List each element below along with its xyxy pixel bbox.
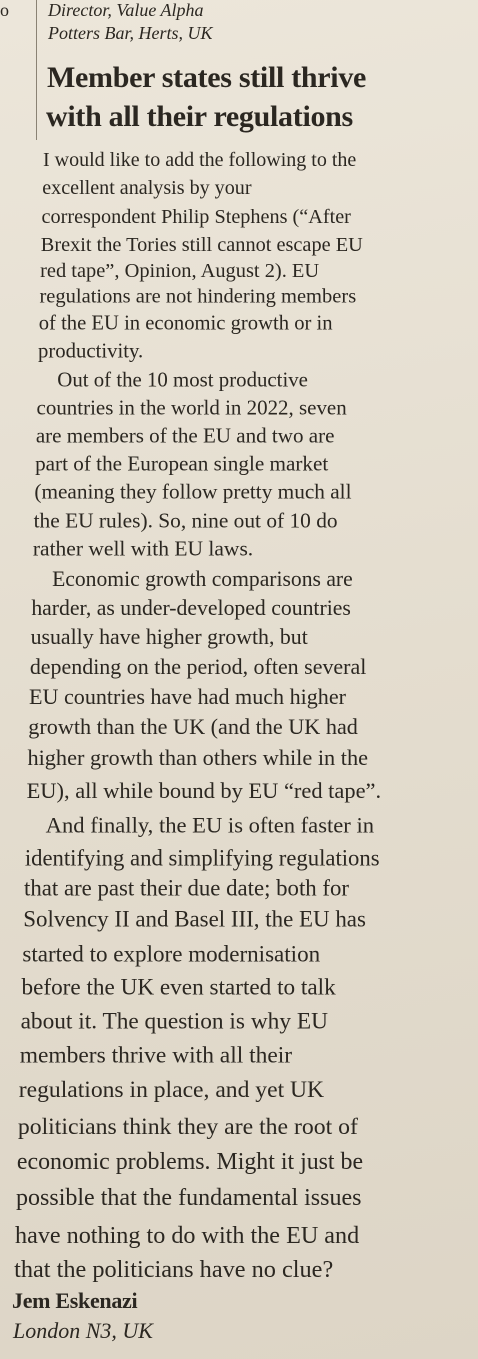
body-line: economic problems. Might it just be bbox=[16, 1149, 364, 1176]
body-line: of the EU in economic growth or in bbox=[38, 312, 333, 335]
body-line: regulations in place, and yet UK bbox=[18, 1077, 325, 1104]
body-line: productivity. bbox=[38, 340, 144, 363]
body-line: usually have higher growth, but bbox=[30, 625, 308, 650]
body-line: members thrive with all their bbox=[19, 1042, 293, 1069]
body-line: harder, as under-developed countries bbox=[31, 596, 351, 621]
body-line: rather well with EU laws. bbox=[32, 536, 254, 561]
body-line: the EU rules). So, nine out of 10 do bbox=[33, 508, 338, 533]
body-line: correspondent Philip Stephens (“After bbox=[41, 205, 351, 228]
body-line: that are past their due date; both for bbox=[24, 875, 349, 901]
body-line: growth than the UK (and the UK had bbox=[28, 713, 358, 739]
body-line: Out of the 10 most productive bbox=[57, 367, 308, 392]
body-line: that the politicians have no clue? bbox=[14, 1255, 334, 1283]
body-line: red tape”, Opinion, August 2). EU bbox=[40, 259, 320, 282]
body-line: EU), all while bound by EU “red tape”. bbox=[26, 777, 382, 803]
column-rule bbox=[36, 0, 37, 140]
body-line: part of the European single market bbox=[35, 451, 329, 476]
body-line: are members of the EU and two are bbox=[35, 423, 335, 448]
author-location: London N3, UK bbox=[13, 1318, 153, 1343]
headline: Member states still thrive bbox=[47, 61, 367, 94]
previous-signature: Potters Bar, Herts, UK bbox=[48, 23, 213, 43]
body-line: started to explore modernisation bbox=[22, 940, 321, 967]
body-line: depending on the period, often several bbox=[29, 654, 367, 680]
headline: with all their regulations bbox=[46, 100, 353, 133]
body-line: excellent analysis by your bbox=[42, 176, 252, 199]
body-line: higher growth than others while in the bbox=[27, 744, 369, 770]
body-line: about it. The question is why EU bbox=[20, 1008, 328, 1035]
body-line: possible that the fundamental issues bbox=[16, 1184, 362, 1211]
body-line: And finally, the EU is often faster in bbox=[45, 812, 375, 838]
column-fragment: o bbox=[0, 0, 9, 20]
body-line: I would like to add the following to the bbox=[43, 149, 357, 171]
body-line: EU countries have had much higher bbox=[29, 683, 346, 709]
author: Jem Eskenazi bbox=[12, 1288, 138, 1313]
body-line: politicians think they are the root of bbox=[17, 1114, 358, 1141]
body-line: regulations are not hindering members bbox=[39, 285, 357, 308]
body-line: before the UK even started to talk bbox=[21, 974, 336, 1001]
body-line: have nothing to do with the EU and bbox=[15, 1221, 360, 1249]
body-line: identifying and simplifying regulations bbox=[24, 845, 380, 871]
previous-signature: Director, Value Alpha bbox=[48, 0, 204, 20]
body-line: countries in the world in 2022, seven bbox=[36, 395, 347, 420]
body-line: Solvency II and Basel III, the EU has bbox=[23, 906, 366, 932]
body-line: (meaning they follow pretty much all bbox=[34, 479, 352, 504]
body-line: Brexit the Tories still cannot escape EU bbox=[40, 233, 363, 256]
body-line: Economic growth comparisons are bbox=[52, 567, 353, 592]
